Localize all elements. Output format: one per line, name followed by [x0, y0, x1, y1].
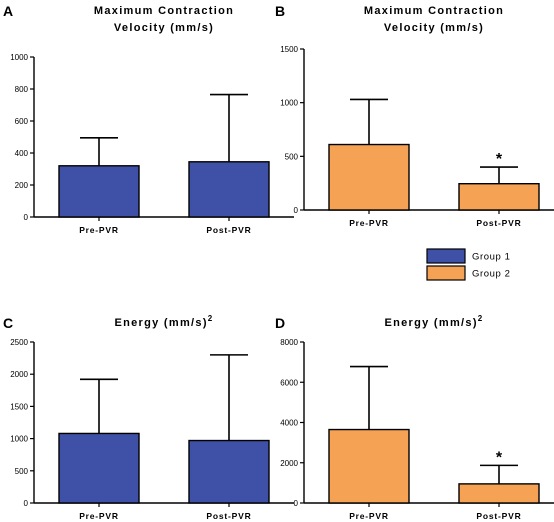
chart-title: Energy (mm/s)2 [114, 314, 213, 329]
y-tick-label: 2000 [280, 459, 298, 468]
bar [328, 428, 410, 504]
panel-c: C Energy (mm/s)2 0 500 1000 1500 2000 2500 Pre-P… [3, 314, 294, 521]
panel-b: B Maximum Contraction Velocity (mm/s) 0 500 1… [275, 3, 554, 228]
chart-title: Energy (mm/s)2 [384, 314, 483, 329]
y-tick-label: 6000 [280, 378, 298, 387]
significance-marker: * [496, 151, 503, 168]
bar [58, 432, 140, 504]
chart-title: Maximum Contraction [364, 5, 504, 17]
chart-title: Maximum Contraction [94, 5, 234, 17]
y-tick-label: 1000 [10, 435, 28, 444]
y-tick-label: 0 [294, 206, 299, 215]
y-tick-label: 0 [24, 499, 29, 508]
chart-title: Velocity (mm/s) [114, 22, 214, 34]
bar [58, 165, 140, 218]
y-tick-label: 600 [15, 117, 29, 126]
y-tick-label: 500 [285, 152, 299, 161]
panel-letter: A [3, 3, 13, 19]
y-tick-label: 8000 [280, 338, 298, 347]
y-tick-label: 1000 [280, 99, 298, 108]
panel-letter: C [3, 315, 13, 331]
legend-label-group-2: Group 2 [472, 269, 511, 280]
bar [458, 483, 540, 504]
panel-a: A Maximum Contraction Velocity (mm/s) 0 200 4… [3, 3, 294, 235]
y-tick-label: 1000 [10, 53, 28, 62]
legend-swatch-group-1 [426, 248, 466, 264]
significance-marker: * [496, 449, 503, 466]
bar [328, 143, 410, 211]
y-tick-label: 2000 [10, 370, 28, 379]
category-label: Pre-PVR [349, 511, 389, 521]
y-tick-label: 2500 [10, 338, 28, 347]
y-tick-label: 400 [15, 149, 29, 158]
category-label: Pre-PVR [79, 511, 119, 521]
category-label: Pre-PVR [349, 218, 389, 228]
panel-letter: B [275, 3, 285, 19]
panel-letter: D [275, 315, 285, 331]
bar [458, 183, 540, 211]
category-label: Post-PVR [206, 225, 251, 235]
y-tick-label: 500 [15, 467, 29, 476]
y-tick-label: 1500 [10, 402, 28, 411]
y-tick-label: 800 [15, 85, 29, 94]
y-tick-label: 1500 [280, 45, 298, 54]
chart-title: Velocity (mm/s) [384, 22, 484, 34]
y-tick-label: 4000 [280, 419, 298, 428]
category-label: Post-PVR [206, 511, 251, 521]
y-tick-label: 0 [294, 499, 299, 508]
panel-d: D Energy (mm/s)2 0 2000 4000 6000 8000 Pre-PVR P… [275, 314, 554, 521]
y-tick-label: 200 [15, 181, 29, 190]
y-tick-label: 0 [24, 213, 29, 222]
bar [188, 161, 270, 218]
category-label: Post-PVR [476, 218, 521, 228]
category-label: Post-PVR [476, 511, 521, 521]
legend-swatch-group-2 [426, 265, 466, 281]
bar [188, 439, 270, 504]
legend-label-group-1: Group 1 [472, 252, 511, 263]
legend: Group 1 Group 2 [426, 248, 511, 281]
category-label: Pre-PVR [79, 225, 119, 235]
